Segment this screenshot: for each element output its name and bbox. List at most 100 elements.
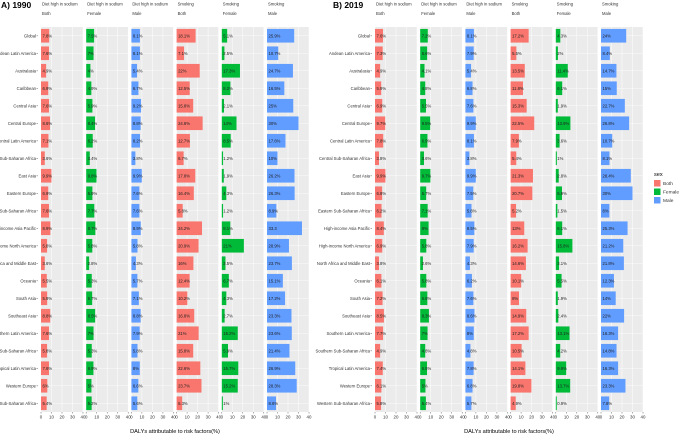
bar [465,203,472,218]
data-label: 5.6% [133,401,143,406]
bar [131,343,138,358]
data-label: 8.8% [133,313,143,318]
data-label: 28.9% [269,243,281,248]
data-label: 21.4% [269,348,281,353]
data-label: 8.7% [88,226,98,231]
x-tick-label: 40 [307,415,312,420]
data-label: 3.6% [422,156,432,161]
category-label: Southern Latin America [326,331,370,336]
bar [375,343,381,358]
category-label: Tropical Latin America [329,366,371,371]
data-label: 13.7% [557,383,569,388]
x-tick-label: 10 [383,415,388,420]
data-label: 7.1% [178,51,188,56]
bar [267,98,294,113]
bar [41,291,48,306]
data-label: 7.6% [43,331,53,336]
bar [86,46,94,61]
bar [86,308,96,323]
bar [86,81,92,96]
data-label: 7.5% [467,191,477,196]
data-label: 6.2% [88,138,98,143]
legend-label: Both [663,181,673,187]
bar [41,326,49,341]
category-label: Oceania [354,278,370,283]
bar [176,168,196,183]
data-label: 4.8% [467,348,477,353]
x-tick-label: 0 [600,415,603,420]
data-label: 2.4% [557,313,567,318]
bar [131,361,140,376]
legend-swatch [654,197,661,204]
data-label: 7.6% [377,33,387,38]
x-tick-label: 10 [49,415,54,420]
bar [267,326,292,341]
data-label: 6.8% [467,383,477,388]
bar [131,203,140,218]
facet-title-risk: Diet high in sodium [87,2,123,7]
data-label: 21.8% [603,261,615,266]
bar [221,116,237,131]
bar [465,221,475,236]
bar [510,116,535,131]
facet-title-risk: Smoking [557,2,574,7]
data-label: 28.3% [269,383,281,388]
bar [465,238,474,253]
bar [601,98,625,113]
bar [176,81,190,96]
data-label: 1.9% [557,296,567,301]
category-label: Western Europe [340,383,371,388]
data-label: 4.8% [422,86,432,91]
bar [510,151,517,166]
data-label: 7% [88,51,94,56]
bar [420,28,428,43]
bar [465,81,473,96]
data-label: 3.8% [467,156,477,161]
bar [420,63,425,78]
bar [601,81,617,96]
bar [510,308,527,323]
facet-title-risk: Diet high in sodium [376,2,412,7]
data-label: 7.6% [43,103,53,108]
data-label: 4.2% [557,348,567,353]
data-label: 10.7% [603,138,615,143]
data-label: 1.9% [557,103,567,108]
x-tick-label: 20 [105,415,110,420]
data-label: 4.3% [223,191,233,196]
bar [41,203,49,218]
facet-title-sex: Female [223,11,238,16]
data-label: 21.3% [512,173,524,178]
x-tick-label: 10 [519,415,524,420]
bar [41,273,47,288]
data-label: 16.4% [178,191,190,196]
bar [221,63,240,78]
bar [375,116,386,131]
bar [555,343,561,358]
data-label: 16.5% [269,86,281,91]
category-label: Global [358,33,370,38]
legend-swatch [654,188,661,195]
facet-title-sex: Both [42,11,51,16]
bar [221,308,225,323]
facet-title-risk: Smoking [223,2,240,7]
x-tick-label: 20 [620,415,625,420]
data-label: 7.6% [43,208,53,213]
data-label: 7.9% [467,243,477,248]
bar [465,133,474,148]
bar [375,46,383,61]
data-label: 5.8% [43,348,53,353]
facet-title-sex: Male [132,11,142,16]
data-label: 4.3% [557,33,567,38]
bar [510,81,523,96]
bar [267,133,286,148]
bar [267,273,283,288]
bar [601,256,624,271]
data-label: 21.2% [603,243,615,248]
data-label: 9.7% [422,173,432,178]
x-tick-label: 0 [464,415,467,420]
x-tick-label: 0 [374,415,377,420]
data-label: 5.2% [512,208,522,213]
x-tick-label: 0 [175,415,178,420]
x-tick-label: 30 [449,415,454,420]
